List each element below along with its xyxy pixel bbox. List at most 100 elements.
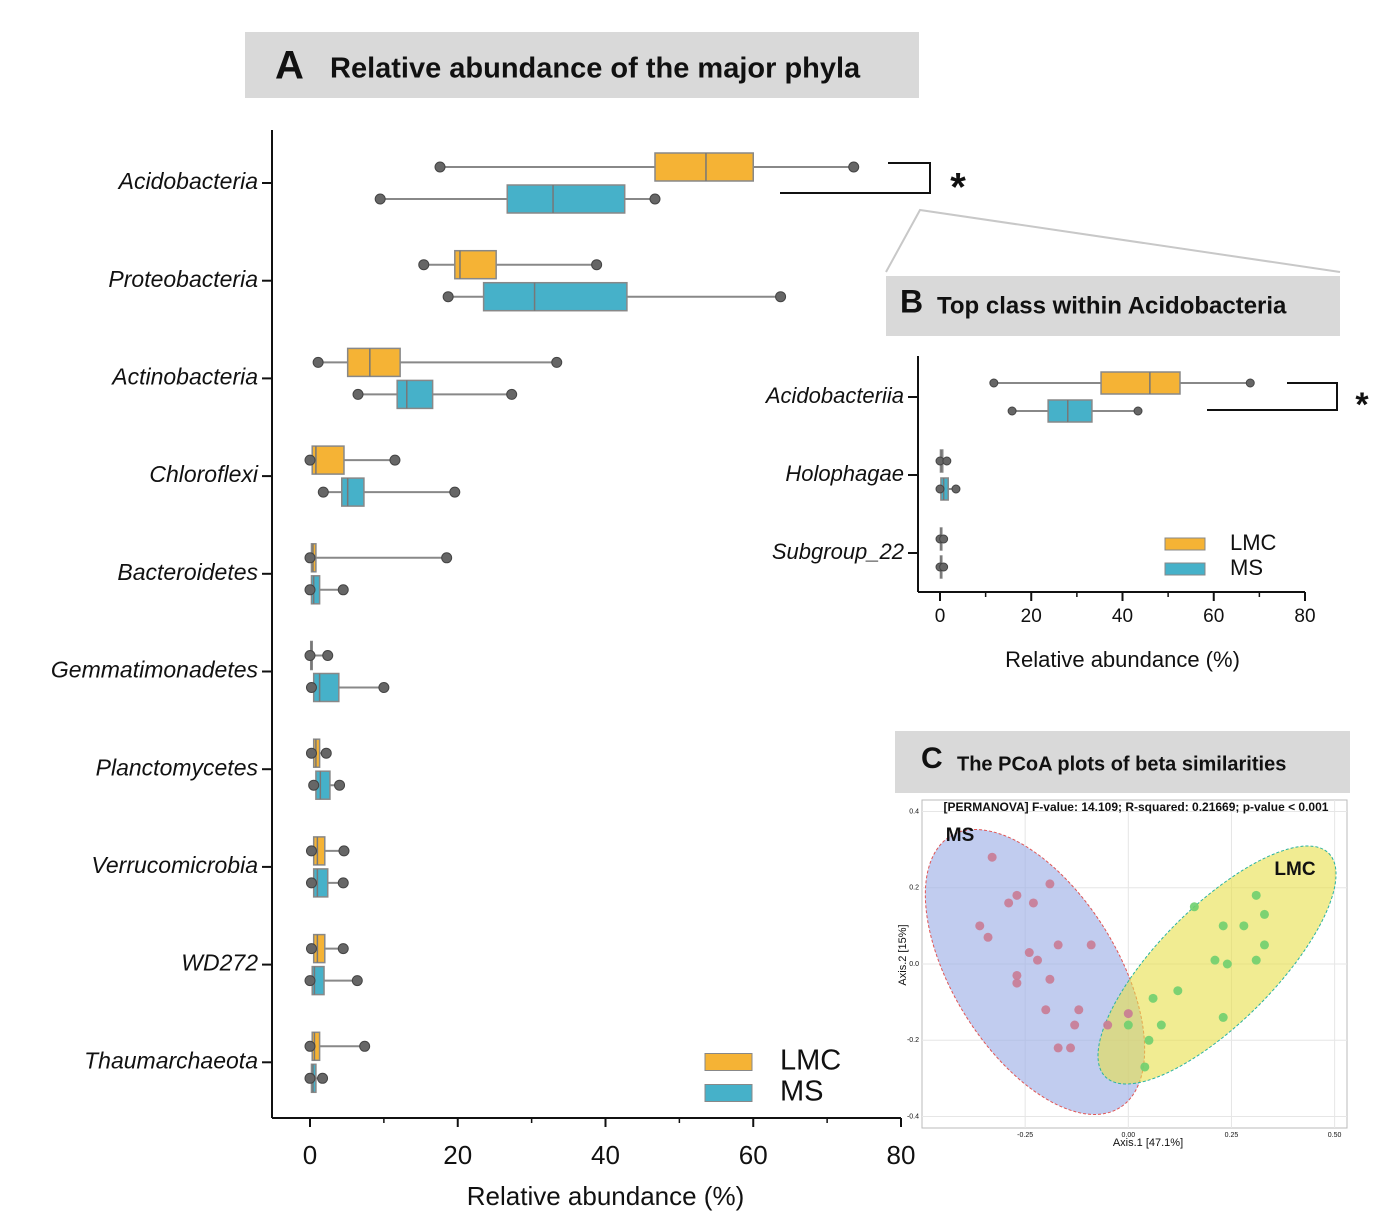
legend-label: MS [1230,555,1263,580]
point [1012,970,1022,980]
point [1041,1005,1051,1015]
point [983,932,993,942]
y-tick-label: Acidobacteria [117,168,258,194]
y-axis-label: Axis.2 [15%] [897,924,909,985]
box [1047,399,1093,423]
extreme-point [418,259,430,271]
legend-swatch [704,1053,753,1071]
x-tick-label: 40 [591,1140,620,1170]
extreme-point [374,193,386,205]
x-tick-label: 0.25 [1225,1132,1239,1139]
x-tick-label: 60 [739,1140,768,1170]
point [1045,974,1055,984]
extreme-point [951,484,961,494]
point [1070,1020,1080,1030]
point [1123,1009,1133,1019]
title-box [895,731,1350,793]
title-box [245,32,919,98]
point [1012,978,1022,988]
box [396,379,434,410]
zoom-connector [885,208,1341,273]
x-axis-label: Axis.1 [47.1%] [1113,1137,1183,1149]
y-tick-label: Acidobacteriia [764,383,904,408]
point [1103,1020,1113,1030]
extreme-point [939,534,949,544]
extreme-point [305,943,317,955]
extreme-point [378,682,390,693]
point [1140,1062,1150,1072]
x-tick-label: 80 [1294,606,1315,627]
x-axis-label: Relative abundance (%) [467,1181,745,1211]
point [1156,1020,1166,1030]
y-tick-label: Actinobacteria [110,363,258,389]
y-tick-label: Proteobacteria [108,266,258,292]
significance-bracket [780,162,931,194]
extreme-point [1007,406,1017,416]
chart-title: The PCoA plots of beta similarities [957,753,1286,775]
significance-bracket [1207,382,1338,411]
box [654,152,755,182]
extreme-point [337,584,349,596]
extreme-point [304,1072,316,1084]
point [1148,993,1158,1003]
extreme-point [441,552,453,564]
legend-swatch [1164,537,1206,551]
extreme-point [305,682,317,693]
extreme-point [337,943,349,955]
box [346,347,401,378]
chart-title: Top class within Acidobacteria [937,292,1287,319]
extreme-point [322,650,334,661]
extreme-point [317,1072,329,1084]
y-tick-label: Subgroup_22 [772,539,904,564]
point [1004,898,1014,908]
group-label: LMC [1274,859,1315,880]
extreme-point [312,356,324,368]
extreme-point [308,779,320,791]
extreme-point [305,877,317,889]
point [1074,1005,1084,1015]
box [482,281,628,312]
legend-swatch [704,1084,753,1102]
extreme-point [442,291,454,303]
extreme-point [334,779,346,791]
y-tick-label: 0.2 [909,885,919,892]
extreme-point [1133,406,1143,416]
extreme-point [989,378,999,388]
point [987,852,997,862]
x-tick-label: 20 [443,1140,472,1170]
x-tick-label: 40 [1112,606,1133,627]
panel-label: B [900,283,923,319]
extreme-point [317,486,329,498]
extreme-point [649,193,661,205]
panel-label: A [275,44,304,88]
extreme-point [337,877,349,889]
point [975,921,985,931]
x-tick-label: 80 [887,1140,916,1170]
extreme-point [304,454,316,466]
x-tick-label: 0.00 [1121,1132,1135,1139]
point [1239,921,1249,931]
significance-star: * [1355,386,1369,424]
point [1045,879,1055,889]
extreme-point [434,161,446,173]
point [1251,955,1261,965]
extreme-point [935,484,945,494]
point [1222,959,1232,969]
y-tick-label: 0.4 [909,808,919,815]
point [1259,940,1269,950]
y-tick-label: Thaumarchaeota [84,1047,258,1073]
point [1218,921,1228,931]
ms-ellipse [924,829,1146,1115]
point [1086,940,1096,950]
box [506,184,626,214]
chart-title: Relative abundance of the major phyla [330,53,861,85]
legend-label: MS [780,1076,824,1108]
y-tick-label: WD272 [181,950,258,976]
y-tick-label: -0.2 [907,1037,919,1044]
group-label: MS [946,825,975,846]
x-tick-label: 60 [1203,606,1224,627]
x-tick-label: 0 [303,1140,317,1170]
extreme-point [449,486,461,498]
extreme-point [320,747,332,759]
extreme-point [338,845,350,857]
